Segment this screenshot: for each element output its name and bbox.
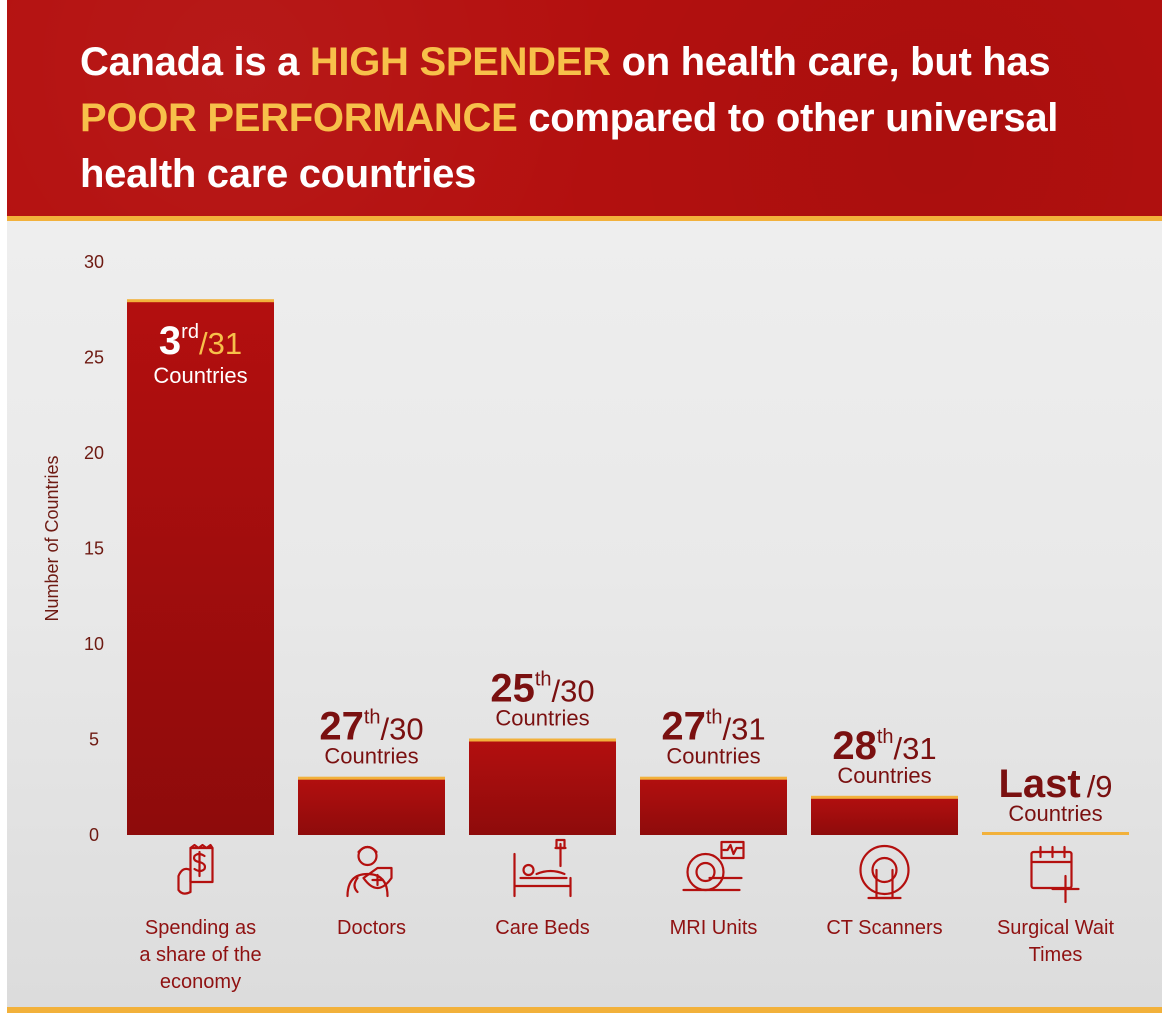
rank-number: 28 — [832, 724, 877, 768]
title-highlight: POOR PERFORMANCE — [80, 96, 518, 140]
rank-suffix: th — [535, 669, 552, 691]
category-label: Times — [1029, 944, 1083, 966]
rank-suffix: th — [706, 707, 723, 729]
rank-label: 3rd/31 — [159, 319, 242, 363]
y-tick-label: 10 — [84, 634, 104, 654]
bar-top-edge — [127, 299, 274, 303]
category-label: Doctors — [337, 917, 406, 939]
rank-total: /30 — [552, 674, 595, 709]
rank-suffix: th — [877, 726, 894, 748]
y-tick-label: 0 — [89, 825, 99, 845]
rank-total: /9 — [1087, 769, 1113, 804]
receipt-dollar-icon — [177, 843, 214, 895]
bar-top-edge — [469, 738, 616, 742]
rank-unit-label: Countries — [837, 763, 931, 788]
rank-unit-label: Countries — [324, 744, 418, 769]
category-label: economy — [160, 971, 241, 993]
bar-baseline — [982, 832, 1129, 835]
rank-label: 27th/30 — [319, 705, 423, 749]
bar-top-edge — [811, 795, 958, 799]
category-label: MRI Units — [670, 917, 758, 939]
rank-label: 25th/30 — [490, 667, 594, 711]
bottom-divider — [7, 1007, 1162, 1013]
page-title: Canada is a HIGH SPENDER on health care,… — [80, 34, 1140, 202]
bar — [298, 777, 445, 835]
y-axis-title: Number of Countries — [42, 455, 62, 621]
ct-scanner-icon — [859, 844, 910, 900]
rank-number: 27 — [661, 705, 706, 749]
bar — [811, 796, 958, 835]
header-banner — [7, 0, 1162, 216]
y-tick-label: 5 — [89, 730, 99, 750]
doctor-icon — [346, 845, 393, 898]
rank-suffix: rd — [181, 321, 199, 343]
title-text: Canada is a — [80, 40, 310, 84]
rank-label: Last/9 — [998, 762, 1112, 806]
bar — [127, 300, 274, 835]
rank-unit-label: Countries — [153, 363, 247, 388]
rank-number: Last — [998, 762, 1080, 806]
rank-unit-label: Countries — [1008, 801, 1102, 826]
bar-top-edge — [298, 776, 445, 780]
rank-label: 28th/31 — [832, 724, 936, 768]
bar — [640, 777, 787, 835]
title-highlight: HIGH SPENDER — [309, 40, 611, 84]
rank-total: /30 — [381, 712, 424, 747]
rank-unit-label: Countries — [495, 706, 589, 731]
rank-number: 27 — [319, 705, 364, 749]
rank-total: /31 — [723, 712, 766, 747]
rank-total: /31 — [199, 326, 242, 361]
mri-machine-icon — [682, 840, 745, 892]
bar-top-edge — [640, 776, 787, 780]
hospital-bed-icon — [513, 838, 572, 898]
y-tick-label: 15 — [84, 539, 104, 559]
category-label: Surgical Wait — [997, 917, 1115, 939]
category-label: Spending as — [145, 917, 256, 939]
rank-number: 3 — [159, 319, 181, 363]
category-label: a share of the — [139, 944, 261, 966]
bar — [469, 739, 616, 835]
rank-label: 27th/31 — [661, 705, 765, 749]
rank-suffix: th — [364, 707, 381, 729]
calendar-plus-icon — [1030, 845, 1080, 904]
category-label: CT Scanners — [826, 917, 942, 939]
y-tick-label: 30 — [84, 252, 104, 272]
y-tick-label: 20 — [84, 443, 104, 463]
title-text: compared to other universal health care … — [80, 96, 1059, 196]
rank-total: /31 — [894, 731, 937, 766]
header-divider — [7, 216, 1162, 221]
y-tick-label: 25 — [84, 348, 104, 368]
title-text: on health care, but has — [610, 40, 1051, 84]
category-label: Care Beds — [495, 917, 590, 939]
rank-unit-label: Countries — [666, 744, 760, 769]
rank-number: 25 — [490, 667, 535, 711]
